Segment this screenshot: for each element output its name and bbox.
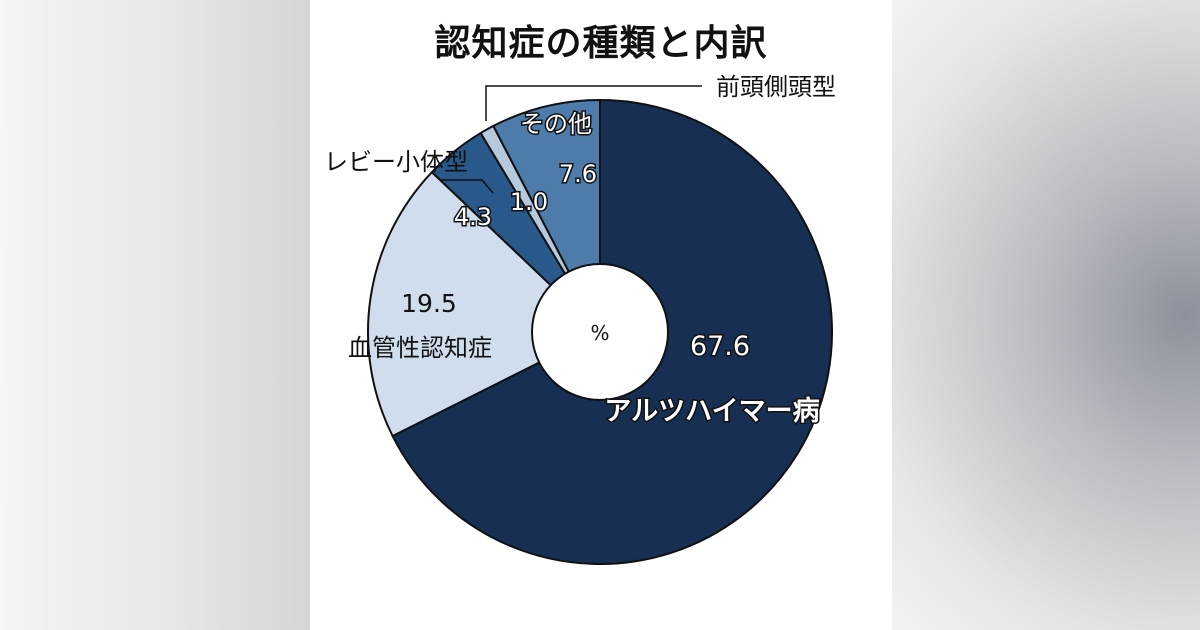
donut-chart: % アルツハイマー病 血管性認知症 レビー小体型 前頭側頭型 その他 67.6 … [324, 73, 836, 565]
chart-title: 認知症の種類と内訳 [434, 23, 768, 64]
category-label-alzheimer: アルツハイマー病 [604, 396, 819, 427]
chart-panel: 認知症の種類と内訳 % アルツハイマー病 血管性認知症 レビー小体型 前頭側頭型… [310, 0, 892, 630]
value-label-vascular: 19.5 [401, 289, 457, 318]
category-label-frontotemporal: 前頭側頭型 [716, 73, 836, 101]
unit-label: % [590, 321, 609, 345]
leader-line-lewy [440, 179, 494, 194]
value-label-other: 7.6 [559, 160, 597, 188]
value-label-frontotemporal: 1.0 [510, 188, 548, 216]
left-background [0, 0, 310, 630]
leader-line-frontotemporal [485, 85, 702, 121]
category-label-other: その他 [520, 110, 592, 138]
slice-vascular [367, 171, 601, 438]
right-background [890, 0, 1200, 630]
donut-hole [531, 263, 669, 401]
value-label-lewy: 4.3 [454, 203, 492, 231]
category-label-lewy: レビー小体型 [324, 148, 468, 176]
category-label-vascular: 血管性認知症 [348, 334, 492, 362]
value-label-alzheimer: 67.6 [690, 331, 750, 362]
